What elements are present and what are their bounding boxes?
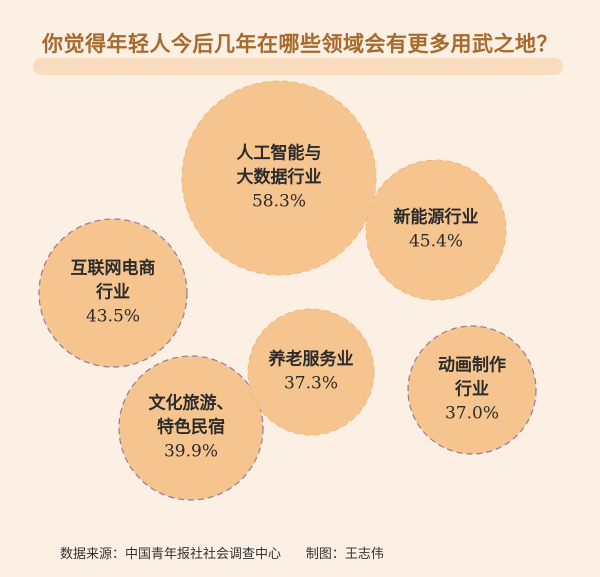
bubble-category-label: 养老服务业 [268,349,354,370]
bubble-category-label: 行业 [454,379,489,400]
chart-title: 你觉得年轻人今后几年在哪些领域会有更多用武之地？ [42,31,558,56]
bubble: 文化旅游、特色民宿 39.9% [118,355,264,501]
bubble: 新能源行业 45.4% [365,159,507,301]
bubble: 养老服务业 37.3% [247,308,375,436]
bubble-value-label: 37.0% [445,404,499,424]
credit-note: 制图：王志伟 [305,547,384,562]
bubble-circle [407,325,537,455]
bubble-category-label: 互联网电商 [71,258,156,279]
bubble-value-label: 37.3% [284,374,338,394]
bubble-circle [247,308,375,436]
bubble-circle [365,159,507,301]
footer: 数据来源：中国青年报社社会调查中心 制图：王志伟 [60,543,384,562]
bubble-category-label: 新能源行业 [394,207,479,228]
bubble-value-label: 58.3% [252,192,306,212]
bubble-circle [181,80,377,276]
bubble-value-label: 39.9% [164,442,218,462]
bubble-value-label: 43.5% [86,307,140,327]
bubble-circle [38,218,188,368]
title-highlight [33,58,563,75]
bubble-category-label: 特色民宿 [157,417,225,438]
bubble-category-label: 大数据行业 [237,167,322,188]
bubble-category-label: 行业 [95,282,130,303]
bubble-category-label: 人工智能与 [237,143,322,164]
source-note: 数据来源：中国青年报社社会调查中心 [60,547,282,562]
bubble-value-label: 45.4% [409,232,463,252]
bubble-circle [118,355,264,501]
bubble-category-label: 文化旅游、 [149,393,234,414]
bubble-category-label: 动画制作 [438,355,506,376]
